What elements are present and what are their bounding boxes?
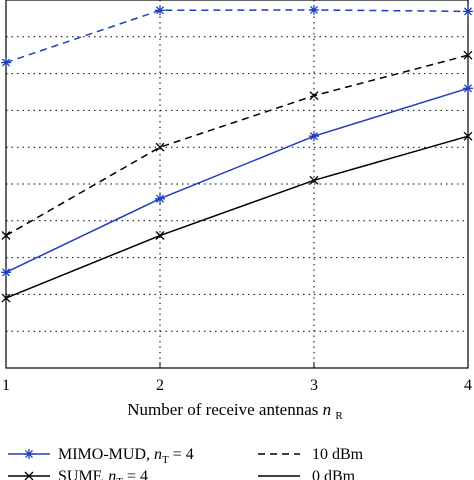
legend-entry: 10 dBm (258, 446, 364, 463)
legend-label: 0 dBm (312, 468, 356, 480)
data-point-2 (1, 267, 11, 278)
legend-entry: SUMF, nT = 4 (8, 468, 148, 480)
data-point-2 (155, 193, 165, 204)
x-axis-label: Number of receive antennas n R (127, 400, 343, 422)
data-point-3 (155, 231, 165, 240)
data-point-2 (309, 131, 319, 142)
series-line-1 (5, 54, 469, 237)
x-tick-label: 4 (464, 377, 472, 394)
x-tick-label: 2 (156, 377, 164, 394)
data-point-1 (155, 142, 165, 152)
data-point-0 (155, 5, 165, 16)
legend-label: SUMF, nT = 4 (58, 468, 148, 480)
x-axis-label-text: Number of receive antennas (127, 400, 318, 419)
data-point-0 (1, 57, 11, 68)
series-line-2 (5, 87, 469, 273)
legend-label: MIMO-MUD, nT = 4 (58, 446, 194, 466)
data-point-3 (1, 293, 11, 303)
data-point-0 (463, 6, 473, 17)
legend-label: 10 dBm (312, 446, 364, 463)
series-group (1, 4, 473, 303)
data-point-0 (309, 4, 319, 15)
data-point-3 (309, 175, 319, 185)
legend-entry: 0 dBm (258, 468, 356, 480)
data-point-1 (309, 91, 319, 101)
series-line-3 (5, 135, 469, 299)
legend-entry: MIMO-MUD, nT = 4 (8, 446, 194, 466)
x-ticks: 1 2 3 4 (2, 362, 472, 394)
data-point-3 (463, 131, 473, 141)
grid (6, 0, 468, 368)
data-point-1 (1, 231, 11, 240)
legend: MIMO-MUD, nT = 4 SUMF, nT = 4 10 dBm 0 dBm (8, 446, 364, 480)
x-axis-label-subscript: R (335, 410, 343, 422)
x-tick-label: 3 (310, 377, 318, 394)
x-tick-label: 1 (2, 377, 10, 394)
x-axis-label-symbol: n (323, 400, 332, 419)
data-point-1 (463, 50, 473, 60)
data-point-2 (463, 83, 473, 94)
